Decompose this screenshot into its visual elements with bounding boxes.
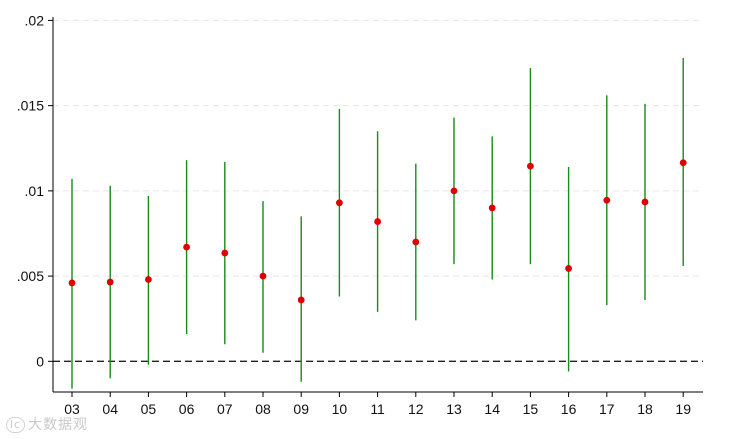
y-tick-label: .015: [17, 98, 44, 114]
y-tick-label: .02: [25, 12, 45, 28]
x-tick-label: 19: [675, 401, 691, 417]
point-estimate-04: [106, 278, 114, 286]
x-tick-label: 08: [255, 401, 271, 417]
point-estimate-17: [603, 196, 611, 204]
point-estimate-15: [527, 162, 534, 170]
x-tick-label: 16: [561, 401, 577, 417]
watermark-text: 大数据观: [28, 417, 89, 433]
y-tick-label: .01: [25, 183, 45, 199]
point-estimate-19: [679, 159, 687, 167]
point-estimate-10: [336, 199, 343, 207]
x-tick-label: 04: [102, 401, 118, 417]
point-estimate-16: [565, 265, 572, 272]
x-tick-label: 12: [408, 401, 424, 417]
point-estimate-05: [145, 276, 152, 283]
point-estimates: [68, 159, 687, 304]
x-tick-label: 13: [446, 401, 462, 417]
y-tick-label: 0: [36, 353, 44, 369]
watermark: lc 大数据观: [6, 414, 88, 434]
point-estimate-07: [221, 249, 229, 257]
y-tick-label: .005: [17, 268, 44, 284]
x-tick-label: 09: [293, 401, 309, 417]
watermark-logo-icon: lc: [6, 417, 26, 433]
x-tick-label: 17: [599, 401, 615, 417]
point-estimate-06: [183, 243, 191, 251]
point-estimate-14: [488, 204, 496, 212]
x-tick-label: 15: [523, 401, 539, 417]
x-tick-label: 03: [64, 401, 80, 417]
point-estimate-08: [259, 272, 267, 280]
point-estimate-13: [450, 187, 458, 195]
point-estimate-12: [412, 238, 420, 246]
point-estimate-03: [68, 279, 76, 287]
x-tick-label: 06: [179, 401, 195, 417]
x-tick-label: 14: [484, 401, 500, 417]
point-estimate-09: [297, 296, 305, 304]
point-estimate-18: [641, 198, 649, 206]
x-tick-label: 05: [141, 401, 157, 417]
tick-labels: 0 .005 .01 .015 .02 03 04 05 06 07 08 09 10 11 12 13 14 1…: [17, 12, 691, 417]
axes: [48, 17, 703, 397]
x-tick-label: 11: [370, 401, 385, 417]
x-tick-label: 07: [217, 401, 233, 417]
x-tick-label: 10: [332, 401, 348, 417]
x-tick-label: 18: [637, 401, 653, 417]
point-estimate-11: [374, 218, 381, 225]
